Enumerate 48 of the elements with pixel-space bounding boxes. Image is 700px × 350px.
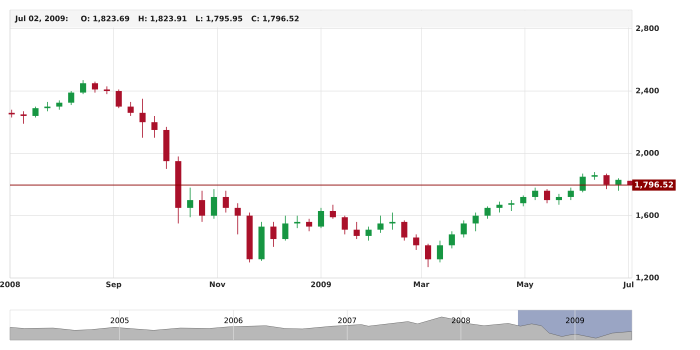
- candlestick: [366, 226, 372, 242]
- candlestick: [116, 89, 122, 109]
- candlestick: [318, 207, 324, 229]
- candlestick: [294, 215, 300, 229]
- candlestick: [544, 188, 550, 204]
- candlestick: [282, 215, 288, 242]
- candlestick: [448, 230, 455, 249]
- candlestick: [508, 200, 514, 212]
- candlestick: [484, 206, 491, 220]
- candlestick: [520, 195, 526, 207]
- ref-line-label: 1,796.52: [635, 182, 674, 189]
- candlestick: [425, 243, 432, 268]
- candlestick: [413, 234, 420, 250]
- candlestick: [44, 102, 50, 112]
- candlestick: [532, 187, 538, 200]
- candlestick: [32, 106, 39, 118]
- candlestick: [104, 86, 110, 95]
- candlestick: [496, 201, 503, 213]
- candlestick: [354, 222, 360, 240]
- candlestick: [210, 188, 217, 220]
- candlestick: [401, 220, 408, 242]
- candlestick: [389, 212, 396, 230]
- candlestick: [222, 190, 229, 213]
- candlestick: [198, 190, 206, 222]
- candlestick: [151, 116, 158, 138]
- candlestick: [603, 173, 610, 190]
- candlestick: [270, 222, 276, 248]
- candlestick: [187, 187, 194, 218]
- candlestick: [20, 110, 27, 124]
- candlestick: [68, 90, 74, 106]
- candlestick: [342, 215, 348, 235]
- candlestick: [140, 98, 146, 138]
- candlestick: [377, 215, 384, 234]
- candlestick: [580, 173, 586, 193]
- candlestick: [436, 240, 444, 263]
- candlestick: [330, 204, 336, 220]
- candlestick: [306, 218, 312, 232]
- candlestick: [80, 80, 86, 95]
- candlestick: [568, 187, 574, 200]
- candlestick: [92, 81, 98, 93]
- candlestick: [556, 193, 562, 206]
- candlestick: [234, 202, 241, 235]
- candlestick: [472, 212, 479, 232]
- candlestick: [56, 100, 62, 110]
- candlestick: [128, 102, 134, 116]
- candlestick: [592, 172, 598, 180]
- candlestick: [615, 178, 622, 192]
- candlestick: [460, 220, 467, 238]
